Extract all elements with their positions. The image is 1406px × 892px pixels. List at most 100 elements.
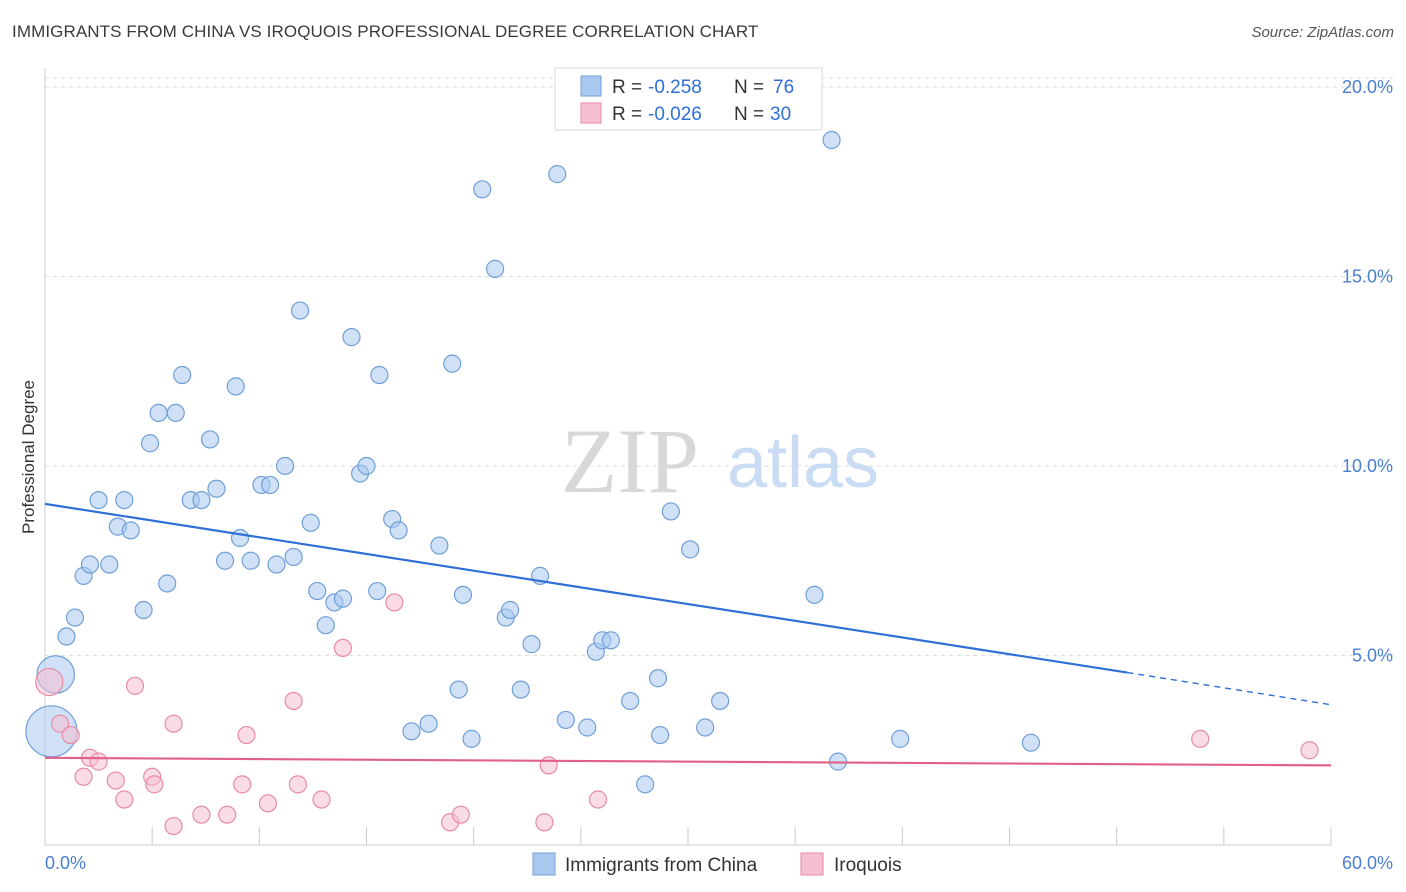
x-tick-marks xyxy=(44,827,1332,845)
china-point xyxy=(301,513,320,532)
china-point xyxy=(805,585,824,604)
y-axis-label: Professional Degree xyxy=(19,380,38,534)
chart-title: IMMIGRANTS FROM CHINA VS IROQUOIS PROFES… xyxy=(12,22,759,41)
china-point xyxy=(486,259,505,278)
china-point xyxy=(230,528,250,548)
china-point xyxy=(342,328,361,347)
iroquois-point xyxy=(218,805,237,824)
legend-r-value-china: -0.258 xyxy=(648,77,702,98)
iroquois-point xyxy=(1300,741,1319,760)
legend-swatch-china xyxy=(580,75,602,97)
watermark: ZIP atlas xyxy=(561,410,879,512)
y-tick-label: 15.0% xyxy=(1342,266,1393,286)
legend-r-label-china: R = xyxy=(612,77,642,98)
china-point xyxy=(648,669,668,688)
bottom-legend-swatch-china xyxy=(532,852,556,876)
trend-lines xyxy=(44,502,1332,767)
bottom-legend-swatch-iroquois xyxy=(800,852,824,876)
china-point xyxy=(173,365,192,385)
china-point xyxy=(1021,733,1041,752)
bottom-legend-label-iroquois: Iroquois xyxy=(834,855,902,876)
china-point xyxy=(308,581,327,601)
china-point xyxy=(158,574,177,593)
china-point xyxy=(57,627,76,646)
china-point xyxy=(822,130,841,150)
china-point xyxy=(578,718,597,737)
iroquois-point xyxy=(164,816,183,836)
china-point xyxy=(134,600,153,620)
y-tick-label: 10.0% xyxy=(1342,456,1393,476)
iroquois-point xyxy=(35,667,64,697)
china-point xyxy=(453,585,473,604)
iroquois-point xyxy=(237,725,256,745)
china-point xyxy=(357,456,376,476)
china-point xyxy=(226,377,245,396)
iroquois-point xyxy=(74,767,93,786)
legend-n-label-iroquois: N = xyxy=(734,104,764,125)
china-point xyxy=(121,521,140,540)
china-point xyxy=(100,555,119,574)
china-point xyxy=(462,729,481,748)
iroquois-point xyxy=(451,805,470,824)
china-point xyxy=(166,403,185,423)
iroquois-point xyxy=(1191,729,1210,748)
china-point xyxy=(149,403,168,423)
china-trend-extension xyxy=(1127,671,1332,706)
legend-r-label-iroquois: R = xyxy=(612,104,642,125)
china-point xyxy=(511,680,530,699)
china-point xyxy=(241,551,260,570)
china-point xyxy=(621,691,640,711)
bottom-legend: Immigrants from China Iroquois xyxy=(532,852,902,876)
china-point xyxy=(192,490,211,510)
series-iroquois-points xyxy=(35,593,1319,836)
china-point xyxy=(200,430,220,449)
china-point xyxy=(284,547,303,567)
iroquois-point xyxy=(535,813,554,832)
china-point xyxy=(290,301,310,320)
china-point xyxy=(556,710,575,730)
china-point xyxy=(651,725,670,745)
iroquois-point xyxy=(333,638,353,658)
china-point xyxy=(333,589,353,608)
iroquois-point xyxy=(145,775,164,794)
china-point xyxy=(140,434,160,453)
china-point xyxy=(711,691,730,711)
watermark-atlas: atlas xyxy=(727,423,879,503)
iroquois-point xyxy=(588,790,608,809)
iroquois-point xyxy=(258,794,278,813)
china-point xyxy=(548,165,567,184)
china-point xyxy=(449,680,468,699)
series-china-points xyxy=(25,130,1041,794)
china-point xyxy=(389,521,408,540)
china-point xyxy=(419,714,438,733)
y-tick-label: 20.0% xyxy=(1342,77,1393,97)
legend-n-value-iroquois: 30 xyxy=(770,104,791,125)
iroquois-point xyxy=(288,775,308,794)
legend-n-value-china: 76 xyxy=(773,77,794,98)
iroquois-point xyxy=(125,676,145,695)
china-point xyxy=(681,540,700,559)
china-point xyxy=(601,631,620,650)
y-tick-label: 5.0% xyxy=(1352,645,1393,665)
iroquois-point xyxy=(312,790,331,809)
x-tick-label-min: 0.0% xyxy=(45,853,86,873)
iroquois-point xyxy=(164,714,183,733)
china-point xyxy=(661,502,680,521)
china-point xyxy=(370,365,389,385)
iroquois-trend-line xyxy=(44,756,1332,767)
x-tick-label-max: 60.0% xyxy=(1342,853,1393,873)
iroquois-point xyxy=(50,714,70,733)
china-point xyxy=(473,180,492,199)
china-point xyxy=(80,555,100,574)
iroquois-point xyxy=(385,593,404,612)
iroquois-point xyxy=(539,756,558,775)
legend-n-label-china: N = xyxy=(734,77,764,98)
iroquois-point xyxy=(89,752,108,771)
china-point xyxy=(891,729,910,748)
china-point xyxy=(260,475,280,495)
china-point xyxy=(636,775,655,794)
iroquois-point xyxy=(61,725,80,745)
iroquois-point xyxy=(284,691,303,711)
watermark-zip: ZIP xyxy=(561,410,699,512)
iroquois-point xyxy=(115,790,134,809)
